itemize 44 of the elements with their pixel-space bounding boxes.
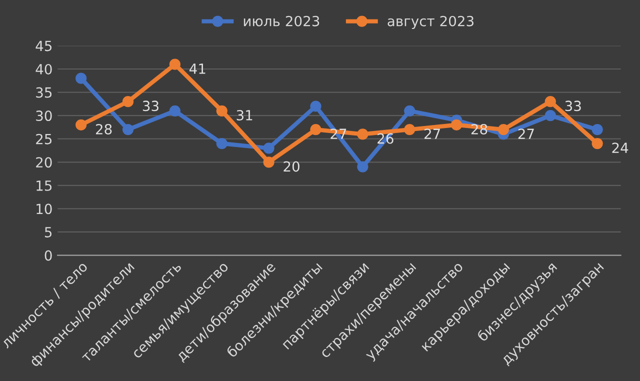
point bbox=[76, 72, 87, 84]
data-label: 28 bbox=[96, 124, 112, 134]
point bbox=[216, 105, 228, 116]
point bbox=[263, 142, 274, 154]
point bbox=[310, 124, 322, 136]
y-tick-label: 35 bbox=[36, 87, 52, 98]
point bbox=[263, 156, 274, 168]
point bbox=[498, 124, 510, 136]
point bbox=[450, 119, 462, 130]
point bbox=[592, 138, 603, 150]
data-label: 27 bbox=[424, 128, 440, 139]
data-label: 20 bbox=[284, 161, 300, 172]
y-tick-label: 25 bbox=[36, 134, 52, 144]
data-label: 41 bbox=[190, 64, 206, 74]
point bbox=[76, 119, 87, 130]
y-tick-label: 0 bbox=[44, 250, 52, 261]
legend-label: август 2023 bbox=[388, 16, 474, 30]
point bbox=[122, 96, 134, 108]
data-label: 33 bbox=[142, 100, 158, 112]
point bbox=[357, 161, 368, 172]
y-tick-label: 40 bbox=[36, 64, 52, 74]
point bbox=[169, 58, 180, 70]
point bbox=[404, 105, 416, 116]
y-tick-label: 30 bbox=[36, 110, 52, 122]
y-tick-label: 15 bbox=[36, 180, 52, 191]
data-label: 27 bbox=[330, 128, 346, 139]
point bbox=[216, 138, 228, 150]
data-label: 24 bbox=[612, 142, 628, 153]
point bbox=[404, 124, 416, 136]
point bbox=[169, 105, 180, 116]
point bbox=[122, 124, 134, 136]
point bbox=[592, 124, 603, 136]
point bbox=[544, 96, 556, 108]
y-tick-label: 20 bbox=[36, 157, 52, 168]
point bbox=[544, 110, 556, 122]
y-tick-label: 45 bbox=[36, 40, 52, 52]
point bbox=[357, 128, 368, 140]
data-label: 27 bbox=[518, 128, 534, 139]
y-tick-label: 5 bbox=[44, 227, 52, 238]
data-label: 33 bbox=[565, 100, 581, 112]
y-tick-label: 10 bbox=[36, 204, 52, 214]
point bbox=[310, 100, 322, 112]
data-label: 31 bbox=[236, 110, 252, 120]
legend-label: июль 2023 bbox=[244, 16, 320, 26]
